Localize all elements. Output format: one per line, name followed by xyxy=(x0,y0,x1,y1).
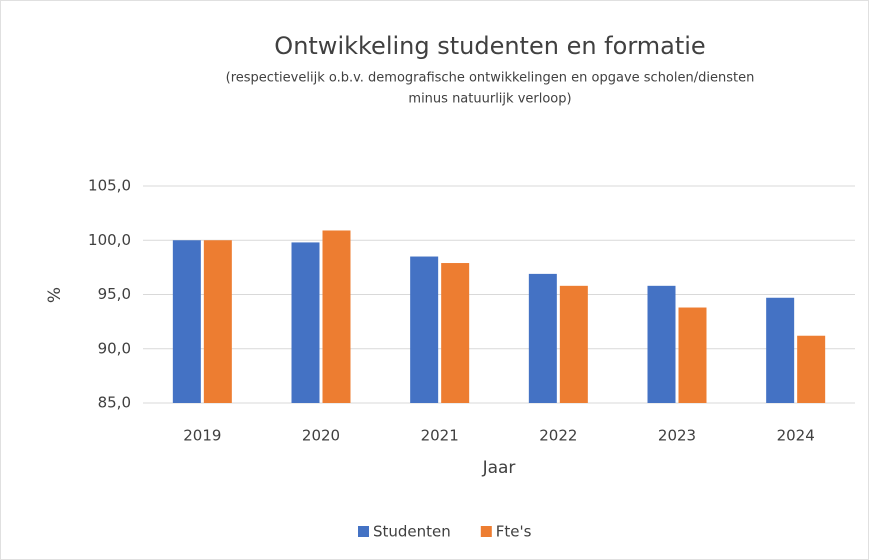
bar xyxy=(766,297,795,403)
chart-subtitle: minus natuurlijk verloop) xyxy=(408,92,571,107)
y-tick-label: 105,0 xyxy=(88,177,131,195)
legend-swatch xyxy=(358,526,369,537)
bar xyxy=(647,285,676,403)
bar xyxy=(291,242,320,403)
x-tick-label: 2020 xyxy=(302,427,340,445)
y-tick-label: 100,0 xyxy=(88,231,131,249)
legend-swatch xyxy=(480,526,492,537)
bar xyxy=(410,256,439,403)
bar xyxy=(797,335,826,403)
x-tick-label: 2024 xyxy=(777,427,815,445)
bar xyxy=(172,240,201,403)
x-axis-label: Jaar xyxy=(482,458,516,478)
legend-label: Studenten xyxy=(373,523,451,541)
bar xyxy=(678,307,707,403)
y-tick-label: 85,0 xyxy=(98,394,131,412)
bar xyxy=(322,230,351,403)
x-tick-label: 2019 xyxy=(183,427,221,445)
y-tick-label: 95,0 xyxy=(98,285,131,303)
legend-label: Fte's xyxy=(496,523,532,541)
chart-title: Ontwikkeling studenten en formatie xyxy=(274,32,705,60)
bar xyxy=(528,273,557,403)
y-tick-label: 90,0 xyxy=(98,339,131,357)
x-tick-label: 2023 xyxy=(658,427,696,445)
bar xyxy=(559,285,588,403)
bar xyxy=(203,240,232,403)
bar xyxy=(441,263,470,403)
x-tick-label: 2021 xyxy=(421,427,459,445)
x-tick-label: 2022 xyxy=(539,427,577,445)
y-axis-label: % xyxy=(45,287,65,303)
chart-subtitle: (respectievelijk o.b.v. demografische on… xyxy=(226,71,755,86)
